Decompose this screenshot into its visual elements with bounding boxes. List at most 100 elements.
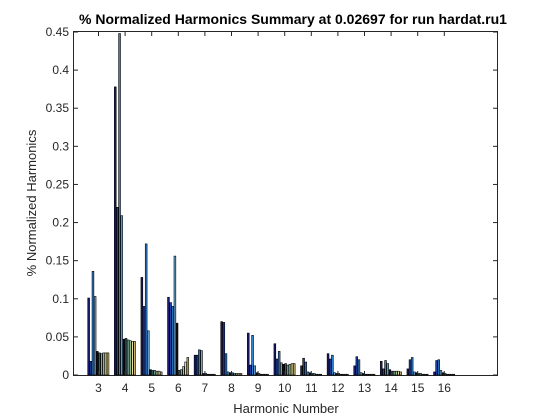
bar-h15-8 xyxy=(421,373,425,376)
bar-h11-9 xyxy=(317,373,320,376)
bar-h16-9 xyxy=(450,373,453,376)
y-tick-label: 0.25 xyxy=(46,177,70,191)
y-tick-label: 0.35 xyxy=(46,101,70,115)
bar-h6-9 xyxy=(184,361,187,376)
bar-h7-9 xyxy=(211,373,214,376)
bar-h3-1 xyxy=(87,297,90,376)
bar-h3-7 xyxy=(100,353,103,376)
bar-h11-5 xyxy=(308,372,312,376)
bar-h16-1 xyxy=(433,371,436,376)
bar-h6-4 xyxy=(173,255,177,376)
bar-h14-7 xyxy=(392,370,396,376)
bar-h5-1 xyxy=(140,277,144,376)
bar-h9-9 xyxy=(264,373,267,376)
bar-h8-9 xyxy=(237,373,241,376)
bar-h8-8 xyxy=(235,373,238,376)
bar-h9-10 xyxy=(266,373,269,376)
y-tick-label: 0.15 xyxy=(46,254,70,268)
bar-h9-4 xyxy=(253,365,256,376)
bar-h12-3 xyxy=(331,354,334,376)
x-tick-label: 15 xyxy=(411,381,425,395)
bars-layer xyxy=(87,33,456,376)
bar-h16-4 xyxy=(439,370,443,376)
bar-h7-5 xyxy=(202,373,205,376)
bar-h9-2 xyxy=(249,364,252,376)
bar-h15-4 xyxy=(413,371,416,376)
bar-h12-1 xyxy=(326,353,330,376)
bar-h10-4 xyxy=(280,362,283,376)
x-tick-label: 5 xyxy=(148,381,155,395)
bar-h4-8 xyxy=(129,340,132,376)
bar-h5-4 xyxy=(147,330,150,376)
bar-h14-8 xyxy=(395,370,398,376)
bar-h13-4 xyxy=(359,372,363,376)
y-tick-label: 0.1 xyxy=(52,292,69,306)
bar-h14-3 xyxy=(384,360,387,376)
bar-h16-5 xyxy=(441,372,445,376)
bar-h10-9 xyxy=(290,363,294,376)
bar-h8-2 xyxy=(222,322,226,376)
bar-h14-10 xyxy=(399,371,402,376)
bar-h12-2 xyxy=(328,358,332,376)
bar-h13-10 xyxy=(372,373,376,376)
bar-h8-3 xyxy=(224,353,228,376)
bar-h11-8 xyxy=(315,373,318,376)
y-axis: 0 0.05 0.1 0.15 0.2 0.25 0.3 0.35 0.4 0.45 xyxy=(46,25,497,382)
bar-h14-9 xyxy=(397,370,400,376)
bar-h3-10 xyxy=(106,352,110,376)
bar-h10-2 xyxy=(275,358,279,376)
bar-h6-1 xyxy=(167,296,170,376)
bar-h6-2 xyxy=(169,302,172,376)
bar-h8-4 xyxy=(226,371,230,376)
x-tick-label: 4 xyxy=(122,381,129,395)
bar-h6-8 xyxy=(182,366,185,376)
bar-h11-3 xyxy=(304,361,307,376)
bar-h13-7 xyxy=(366,373,369,376)
bar-h8-5 xyxy=(229,372,232,376)
bar-h3-3 xyxy=(91,271,95,376)
bar-h4-4 xyxy=(120,215,123,376)
bar-h10-7 xyxy=(286,364,289,376)
bar-h4-6 xyxy=(124,338,128,376)
x-tick-label: 13 xyxy=(358,381,372,395)
bar-h3-4 xyxy=(93,296,97,376)
bar-h8-7 xyxy=(233,373,236,376)
bar-h5-3 xyxy=(144,243,148,376)
plot-area xyxy=(73,31,498,376)
bar-h11-1 xyxy=(300,365,303,376)
bar-h8-1 xyxy=(220,321,223,376)
bar-h13-2 xyxy=(355,356,359,376)
bar-h4-10 xyxy=(133,341,136,376)
bar-h4-7 xyxy=(126,339,130,376)
bar-h7-4 xyxy=(200,350,203,376)
bar-h4-5 xyxy=(122,338,126,376)
bar-h12-9 xyxy=(344,373,347,376)
bar-h14-4 xyxy=(386,363,389,376)
y-tick-label: 0.2 xyxy=(52,216,69,230)
bar-h9-8 xyxy=(262,373,265,376)
bar-h5-8 xyxy=(155,370,159,376)
bar-h5-5 xyxy=(149,369,152,376)
bar-h7-10 xyxy=(213,373,216,376)
bar-h10-3 xyxy=(277,351,281,376)
bar-h5-2 xyxy=(142,306,146,376)
bar-h11-2 xyxy=(302,357,305,376)
bar-h12-4 xyxy=(333,372,336,376)
bar-h12-7 xyxy=(339,373,343,376)
bar-h5-7 xyxy=(153,370,156,376)
x-axis-label: Harmonic Number xyxy=(233,401,339,416)
bar-h5-10 xyxy=(160,371,163,376)
bar-h7-1 xyxy=(193,354,197,376)
bar-h13-3 xyxy=(357,359,361,376)
chart-title: % Normalized Harmonics Summary at 0.0269… xyxy=(79,11,507,27)
bar-h16-10 xyxy=(452,373,456,376)
x-tick-label: 11 xyxy=(305,381,318,395)
bar-h11-10 xyxy=(319,373,323,376)
bar-h7-3 xyxy=(198,349,201,376)
x-tick-label: 3 xyxy=(95,381,102,395)
bar-h15-2 xyxy=(408,359,412,376)
bar-h8-10 xyxy=(239,373,243,376)
y-tick-label: 0.3 xyxy=(52,139,69,153)
bar-h15-5 xyxy=(415,372,418,376)
